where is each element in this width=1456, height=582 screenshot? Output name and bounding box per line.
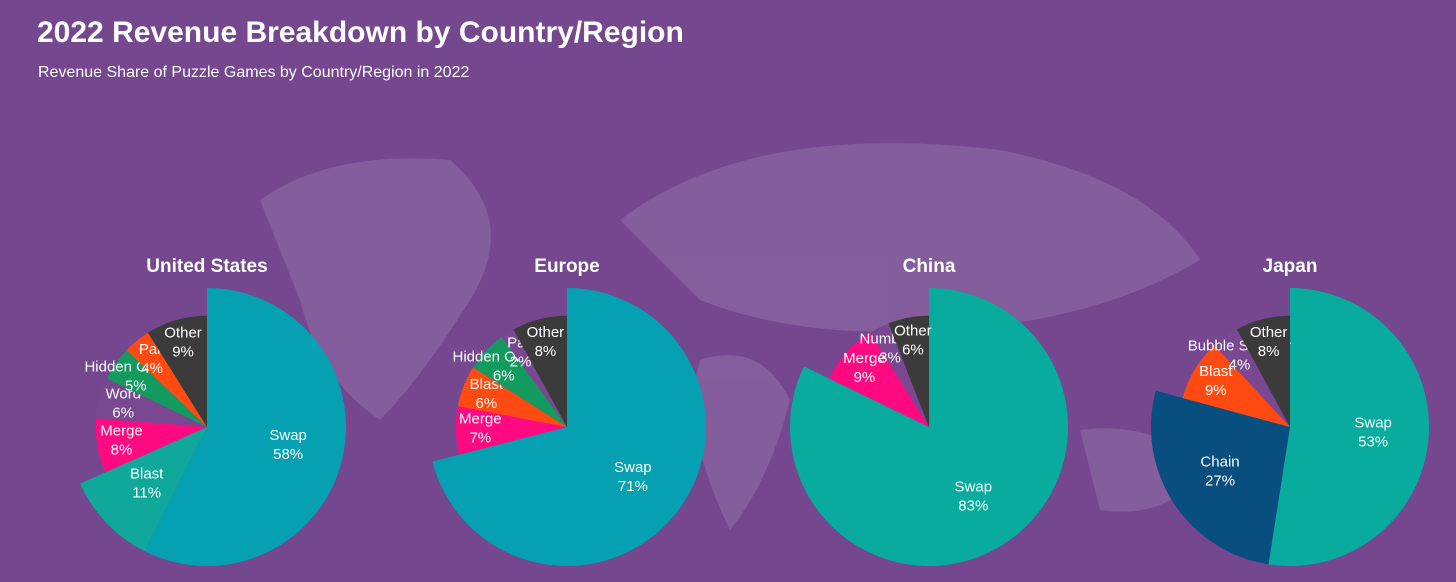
slice-value: 6% (493, 368, 515, 385)
slice-label: Blast (130, 466, 164, 483)
pie-slice (432, 288, 706, 567)
slice-value: 83% (958, 498, 988, 515)
pie-slice (455, 406, 567, 455)
chart-subtitle: Revenue Share of Puzzle Games by Country… (38, 64, 469, 81)
slice-label: Swap (614, 459, 652, 476)
slice-value: 4% (141, 360, 163, 377)
slice-label: Merge (100, 423, 143, 440)
pie-slice (126, 332, 207, 427)
slice-value: 8% (535, 343, 557, 360)
pie-slice (513, 315, 567, 427)
slice-label: Other (527, 324, 565, 341)
slice-label: Other (1250, 324, 1288, 341)
pie-slice (473, 337, 567, 427)
pie-slice (1214, 329, 1290, 427)
slice-value: 4% (1229, 356, 1251, 373)
pie-slice (501, 329, 567, 427)
slice-value: 71% (618, 478, 648, 495)
pie-slice (1182, 345, 1290, 427)
pie-slice (147, 315, 207, 427)
pie-slice (828, 332, 929, 427)
pie-title: Europe (534, 256, 599, 277)
pie-slice (1150, 390, 1290, 565)
pie-title: Japan (1263, 256, 1318, 277)
slice-label: Swap (955, 479, 993, 496)
slice-value: 53% (1358, 433, 1388, 450)
slice-label: Other (164, 325, 202, 342)
pie-slice (95, 418, 207, 473)
slice-label: Chain (1200, 453, 1239, 470)
slice-value: 3% (879, 350, 901, 367)
pie-slice (869, 323, 929, 427)
pie-title: United States (146, 256, 267, 277)
chart-title: 2022 Revenue Breakdown by Country/Region (37, 16, 684, 49)
pie-slice (106, 350, 207, 427)
slice-label: Other (894, 323, 932, 340)
slice-label: Merge (459, 411, 502, 428)
pie-slice (144, 288, 346, 566)
pie-slice (888, 315, 929, 427)
pie-slice (1236, 315, 1290, 427)
slice-value: 11% (132, 485, 161, 502)
pie-slice (80, 427, 207, 552)
slice-value: 8% (1258, 343, 1280, 360)
world-map (260, 143, 1200, 530)
slice-value: 2% (510, 354, 532, 371)
slice-label: Swap (269, 427, 307, 444)
slice-value: 6% (112, 404, 134, 421)
slice-value: 9% (172, 344, 194, 361)
slice-value: 9% (1205, 382, 1227, 399)
slice-label: Swap (1354, 414, 1392, 431)
pie-title: China (903, 256, 956, 277)
pie-slice (1268, 288, 1429, 567)
slice-value: 6% (902, 342, 924, 359)
slice-value: 27% (1205, 472, 1235, 489)
slice-value: 9% (854, 369, 876, 386)
slice-value: 8% (111, 442, 133, 459)
slice-value: 6% (476, 395, 498, 412)
slice-value: 7% (469, 430, 491, 447)
slice-label: Merge (843, 350, 886, 367)
slice-label: Blast (1199, 363, 1233, 380)
slice-value: 5% (125, 378, 147, 395)
slice-value: 58% (273, 446, 303, 463)
pie-slice (96, 378, 207, 427)
pie-slice (457, 367, 567, 427)
